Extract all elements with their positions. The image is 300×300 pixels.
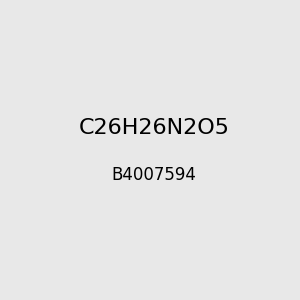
Text: C26H26N2O5: C26H26N2O5 [78,118,229,138]
Text: B4007594: B4007594 [111,166,196,184]
